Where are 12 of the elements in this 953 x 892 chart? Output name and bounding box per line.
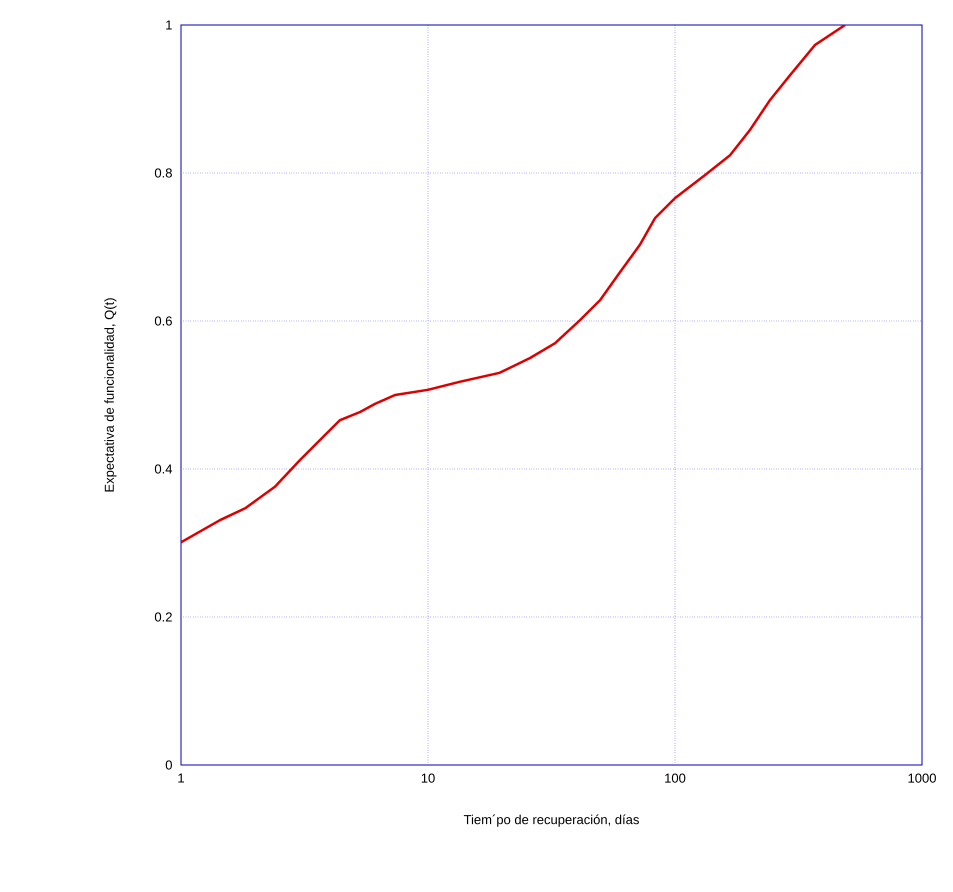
y-axis-title: Expectativa de funcionalidad, Q(t)	[104, 298, 116, 492]
x-axis-title: Tiem´po de recuperación, días	[464, 814, 639, 827]
x-tick-label: 10	[422, 774, 435, 783]
x-tick-label: 100	[665, 774, 686, 783]
x-tick-label: 1	[178, 774, 184, 782]
y-tick-label: 0.8	[154, 168, 172, 178]
y-tick-label: 0.6	[154, 316, 172, 326]
y-tick-label: 1	[166, 20, 172, 30]
y-tick-label: 0.2	[154, 612, 172, 622]
y-tick-label: 0	[166, 760, 172, 770]
y-tick-label: 0.4	[154, 464, 172, 474]
x-tick-label: 1000	[908, 774, 936, 783]
